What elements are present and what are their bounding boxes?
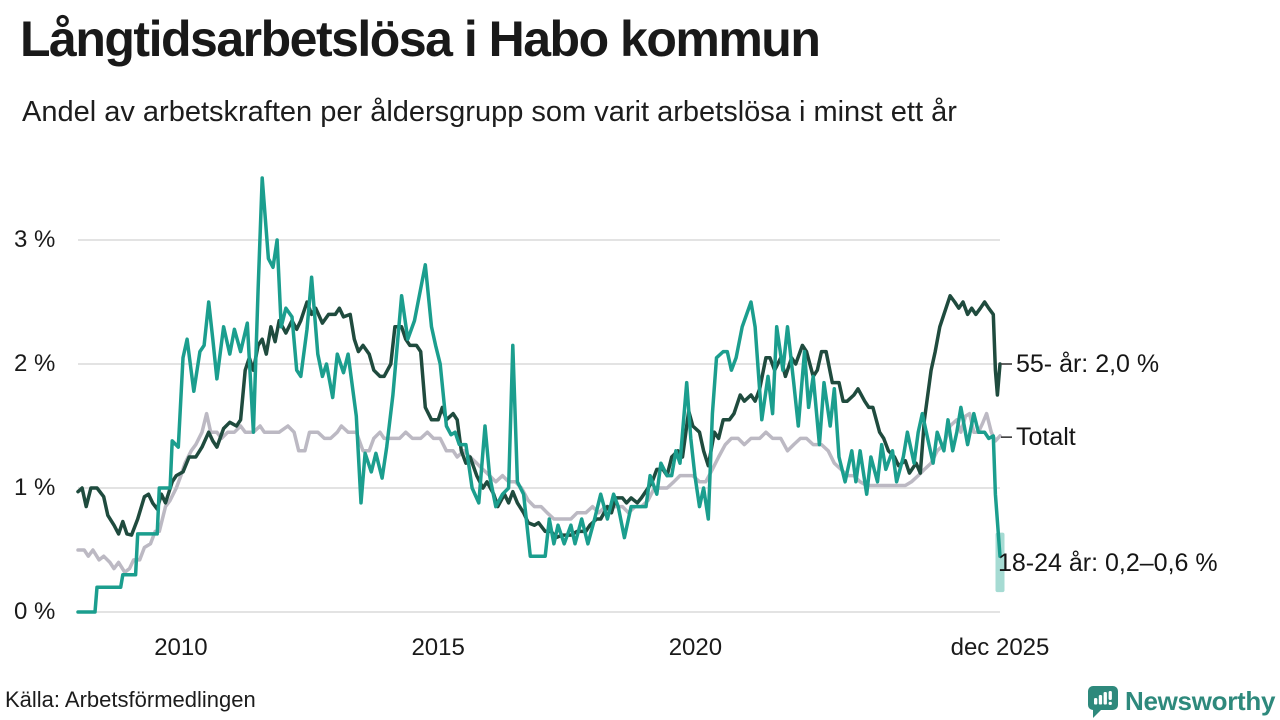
source-note: Källa: Arbetsförmedlingen — [5, 687, 256, 712]
end-label-totalt: Totalt — [1016, 423, 1076, 451]
x-tick-label: 2015 — [411, 634, 465, 661]
y-tick-label: 0 % — [14, 598, 56, 625]
line-series-totalt — [76, 411, 1002, 575]
newsworthy-logo-icon — [1088, 686, 1118, 718]
end-label-18-24-ar: 18-24 år: 0,2–0,6 % — [998, 549, 1218, 577]
x-tick-label: 2020 — [668, 634, 723, 661]
y-tick-label: 1 % — [14, 474, 56, 501]
newsworthy-brand-text: Newsworthy — [1125, 686, 1276, 716]
x-tick-label: dec 2025 — [950, 634, 1050, 661]
chart-subtitle: Andel av arbetskraften per åldersgrupp s… — [22, 96, 957, 128]
end-label-55-ar: 55- år: 2,0 % — [1016, 350, 1160, 378]
x-tick-label: 2010 — [154, 634, 208, 661]
y-tick-label: 2 % — [14, 350, 56, 377]
page-title: Långtidsarbetslösa i Habo kommun — [20, 11, 821, 67]
line-series-18-24-r — [76, 176, 1002, 614]
y-tick-label: 3 % — [14, 226, 56, 253]
newsworthy-brand: Newsworthy — [1087, 685, 1275, 718]
line-series-55-r — [76, 294, 1002, 540]
